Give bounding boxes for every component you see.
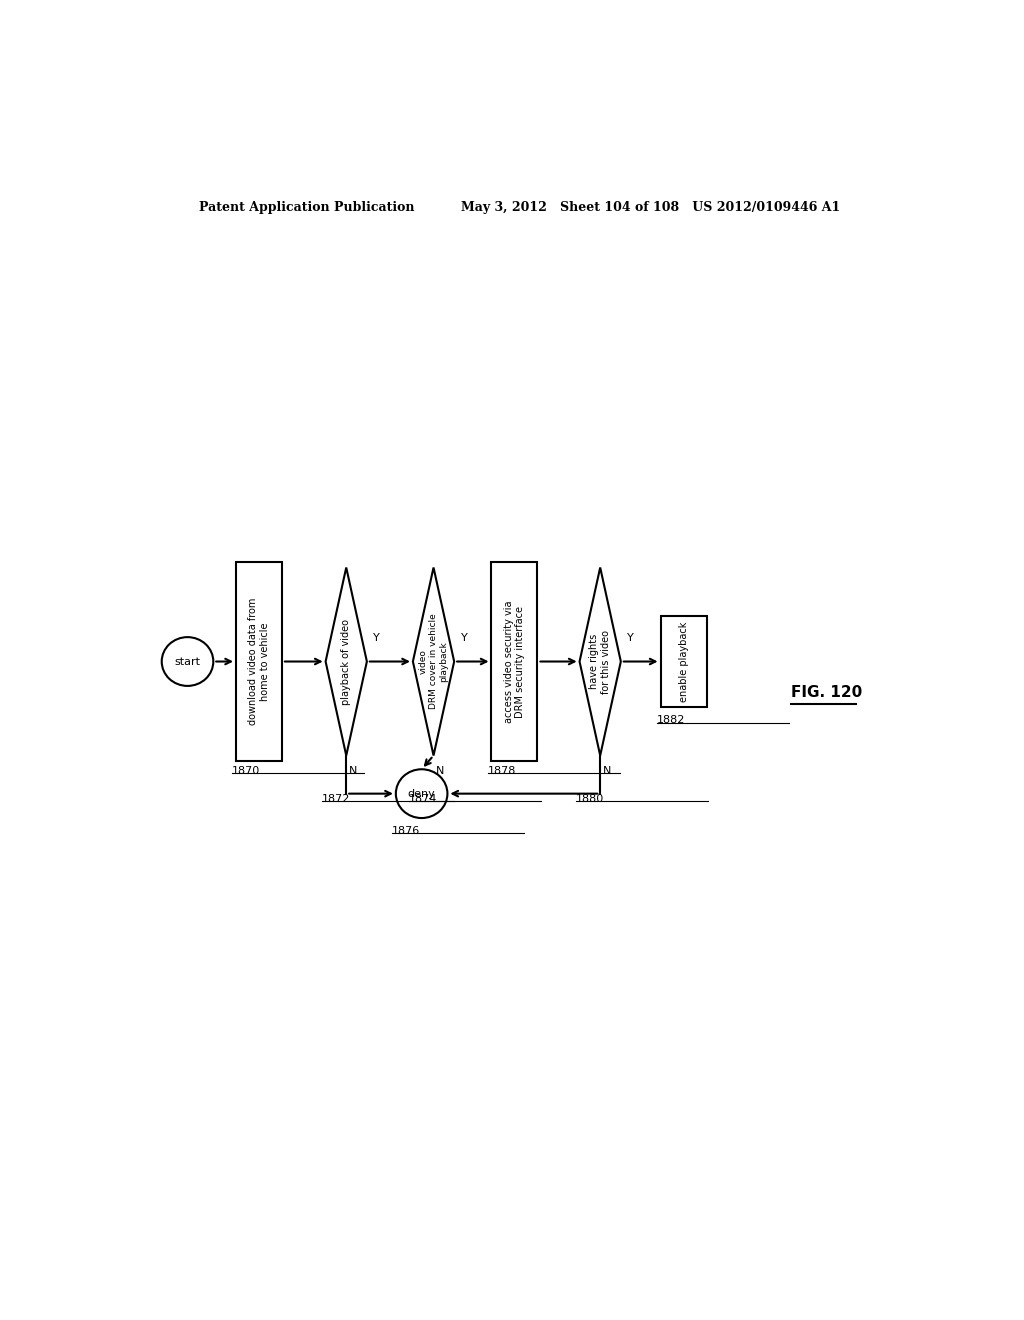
Text: have rights
for this video: have rights for this video [590,630,611,693]
Text: N: N [348,766,357,776]
Text: enable playback: enable playback [679,622,688,702]
Text: 1870: 1870 [232,766,260,776]
Text: download video data from
home to vehicle: download video data from home to vehicle [248,598,269,725]
Bar [660,615,707,708]
Text: Y: Y [461,634,467,643]
Text: access video security via
DRM security interface: access video security via DRM security i… [504,601,525,723]
Text: 1876: 1876 [392,826,420,836]
Text: deny: deny [408,788,435,799]
Text: N: N [436,766,444,776]
Text: N: N [602,766,611,776]
Bar [236,562,282,760]
Polygon shape [580,568,621,755]
Text: start: start [174,656,201,667]
Bar [492,562,538,760]
Text: Y: Y [373,634,380,643]
Text: 1878: 1878 [487,766,516,776]
Text: May 3, 2012   Sheet 104 of 108   US 2012/0109446 A1: May 3, 2012 Sheet 104 of 108 US 2012/010… [461,201,841,214]
Text: video
DRM cover in vehicle
playback: video DRM cover in vehicle playback [419,614,449,709]
Text: 1874: 1874 [409,795,437,804]
Text: 1882: 1882 [656,715,685,726]
Text: Y: Y [627,634,634,643]
Polygon shape [326,568,367,755]
Text: playback of video: playback of video [341,619,351,705]
Text: FIG. 120: FIG. 120 [791,685,862,700]
Text: Patent Application Publication: Patent Application Publication [200,201,415,214]
Polygon shape [413,568,455,755]
Text: 1880: 1880 [575,795,604,804]
Text: 1872: 1872 [322,795,350,804]
